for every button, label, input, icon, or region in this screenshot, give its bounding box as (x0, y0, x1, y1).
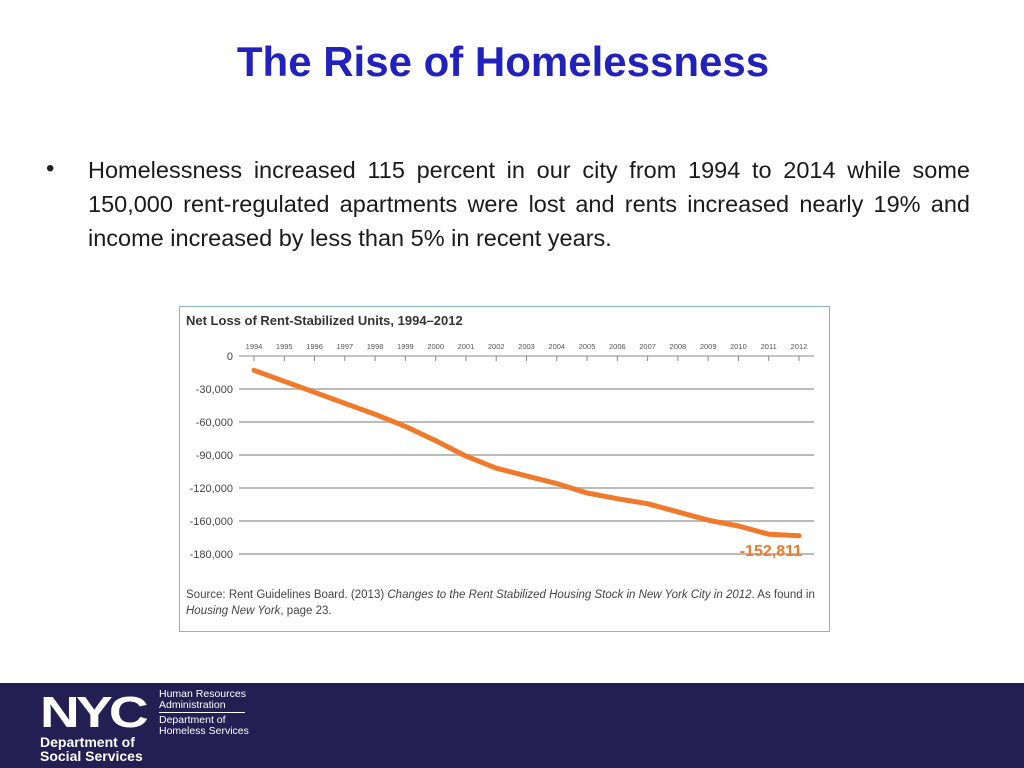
x-tick-label: 2002 (488, 342, 505, 351)
y-tick-label: -60,000 (196, 417, 233, 429)
footer-bar: NYC Department of Social Services Human R… (0, 683, 1024, 768)
y-tick-label: -120,000 (190, 483, 233, 495)
chart-title: Net Loss of Rent-Stabilized Units, 1994–… (186, 313, 463, 328)
x-tick-label: 2010 (730, 342, 747, 351)
x-tick-label: 2003 (518, 342, 535, 351)
x-tick-label: 1998 (367, 342, 384, 351)
x-tick-label: 1994 (246, 342, 263, 351)
x-tick-label: 2004 (548, 342, 565, 351)
nyc-logo: NYC (40, 688, 149, 737)
bullet-marker: • (46, 155, 55, 182)
dhs-line2: Homeless Services (159, 725, 249, 737)
y-tick-label: -180,000 (190, 549, 233, 561)
x-tick-label: 2008 (670, 342, 687, 351)
source-title: Changes to the Rent Stabilized Housing S… (387, 589, 752, 601)
chart-source: Source: Rent Guidelines Board. (2013) Ch… (186, 587, 816, 619)
x-tick-label: 1995 (276, 342, 293, 351)
chart-figure: Net Loss of Rent-Stabilized Units, 1994–… (179, 306, 830, 632)
bullet-text: Homelessness increased 115 percent in ou… (88, 157, 970, 251)
x-tick-label: 2006 (609, 342, 626, 351)
slide-title: The Rise of Homelessness (236, 38, 770, 85)
y-tick-label: -90,000 (196, 450, 233, 462)
hra-line1: Human Resources (159, 688, 246, 700)
source-mid: . As found in (751, 589, 815, 601)
x-tick-label: 2012 (791, 342, 808, 351)
x-tick-label: 2009 (700, 342, 717, 351)
dss-line1: Department of (40, 734, 135, 750)
y-tick-label: -160,000 (190, 516, 233, 528)
x-tick-label: 2000 (427, 342, 444, 351)
x-tick-label: 2001 (458, 342, 475, 351)
dss-name: Department of Social Services (40, 735, 143, 763)
source-prefix: Source: Rent Guidelines Board. (2013) (186, 589, 388, 601)
dss-line2: Social Services (40, 748, 143, 764)
source-suffix: , page 23. (280, 605, 332, 617)
x-tick-label: 1996 (306, 342, 323, 351)
end-value-label: -152,811 (740, 543, 802, 560)
hra-line2: Administration (159, 699, 226, 711)
line-chart: Net Loss of Rent-Stabilized Units, 1994–… (186, 313, 814, 561)
y-tick-label: 0 (227, 351, 233, 363)
x-tick-label: 2005 (579, 342, 596, 351)
x-tick-label: 1999 (397, 342, 414, 351)
x-tick-label: 1997 (336, 342, 353, 351)
agency-hra: Human Resources Administration (159, 689, 246, 711)
y-tick-label: -30,000 (196, 384, 233, 396)
agency-divider (159, 712, 245, 713)
source-book: Housing New York (186, 605, 281, 617)
dhs-line1: Department of (159, 714, 226, 726)
series-line (251, 367, 802, 539)
agency-dhs: Department of Homeless Services (159, 715, 249, 737)
x-tick-label: 2007 (639, 342, 656, 351)
x-tick-label: 2011 (761, 342, 777, 351)
